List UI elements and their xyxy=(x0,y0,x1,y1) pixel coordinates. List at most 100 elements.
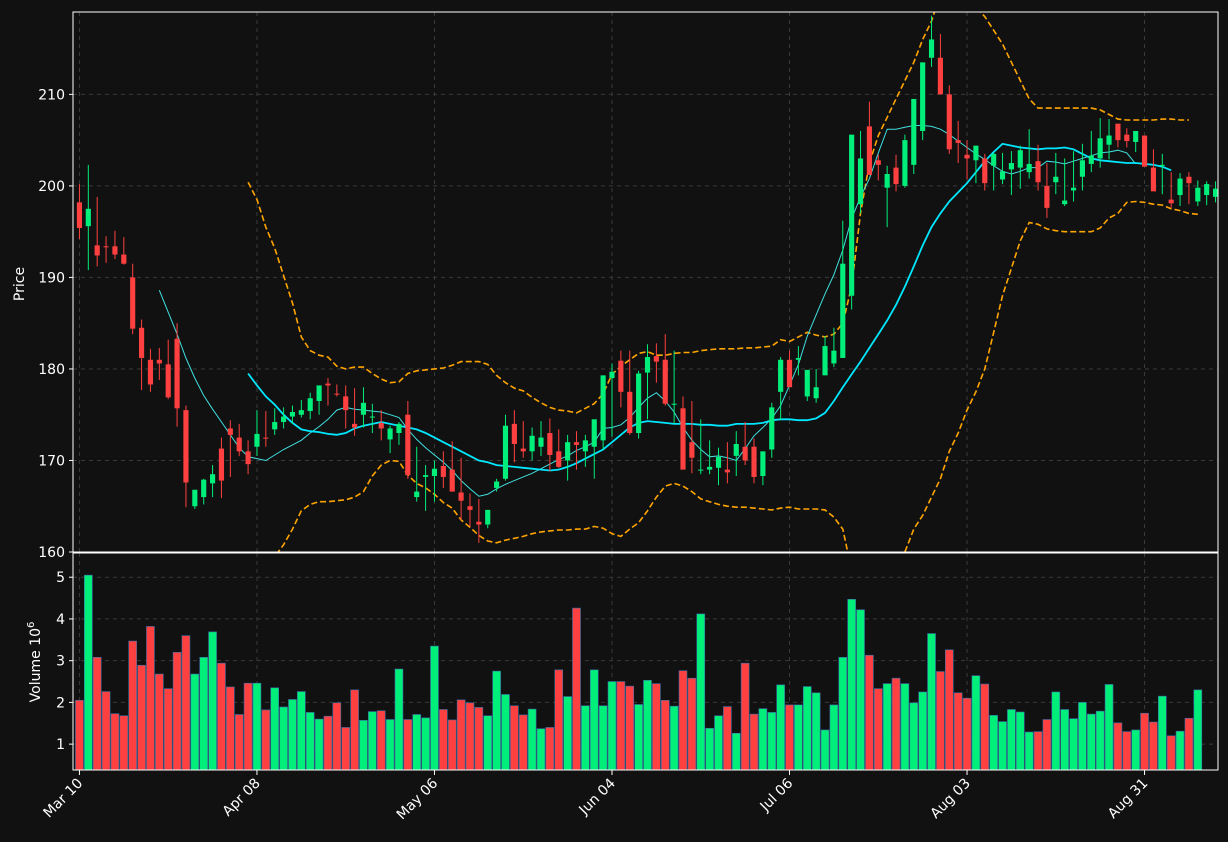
volume-bar xyxy=(767,712,777,771)
volume-bar xyxy=(527,708,537,771)
volume-bar xyxy=(1166,735,1176,771)
volume-bar xyxy=(1184,717,1194,771)
volume-bar xyxy=(1024,731,1034,771)
candle-body xyxy=(316,385,322,401)
candle-body xyxy=(822,346,828,376)
candle-body xyxy=(76,202,83,228)
candle-body xyxy=(378,422,384,429)
volume-bar xyxy=(794,704,803,771)
candle-body xyxy=(112,246,118,255)
volume-bar xyxy=(439,709,448,771)
candle-body xyxy=(636,373,642,434)
volume-bar xyxy=(625,685,635,771)
volume-bar xyxy=(785,704,794,771)
candle-body xyxy=(671,403,677,405)
candle-body xyxy=(565,442,571,461)
price-panel-frame xyxy=(72,11,1219,553)
candle-body xyxy=(1097,138,1103,159)
volume-bar xyxy=(1069,718,1078,771)
volume-bar xyxy=(669,705,679,771)
volume-bar xyxy=(146,626,155,771)
volume-bar xyxy=(430,645,439,771)
volume-bar xyxy=(394,668,404,771)
volume-bar xyxy=(856,609,865,771)
volume-tick-label: 4 xyxy=(56,612,65,628)
volume-bar xyxy=(456,699,466,771)
volume-bar xyxy=(323,715,333,771)
candle-body xyxy=(520,448,526,452)
candle-body xyxy=(360,402,367,415)
candle-body xyxy=(955,140,961,143)
candle-body xyxy=(538,437,544,447)
candle-body xyxy=(476,521,482,525)
volume-bar xyxy=(1015,711,1025,771)
upper-band-line xyxy=(247,12,1189,414)
candle-body xyxy=(210,474,216,484)
volume-bar xyxy=(643,679,652,771)
volume-bar xyxy=(696,613,706,771)
volume-bar xyxy=(368,711,377,771)
volume-bar xyxy=(536,728,546,771)
candle-body xyxy=(769,407,775,450)
candle-body xyxy=(183,410,189,483)
volume-bar xyxy=(971,675,981,771)
volume-bar xyxy=(1087,713,1096,771)
candle-body xyxy=(875,160,881,165)
candle-body xyxy=(1035,161,1041,183)
candle-body xyxy=(1159,164,1165,166)
candle-body xyxy=(698,469,704,471)
candle-body xyxy=(1168,199,1174,204)
candle-body xyxy=(352,423,358,428)
candle-body xyxy=(218,448,225,481)
candle-body xyxy=(245,451,251,465)
volume-bar xyxy=(554,669,564,771)
candle-body xyxy=(689,442,695,458)
volume-bar xyxy=(199,657,208,771)
volume-bar xyxy=(581,705,590,771)
volume-tick-label: 5 xyxy=(56,570,65,586)
candle-body xyxy=(254,433,260,447)
candle-body xyxy=(440,465,446,477)
volume-bar xyxy=(163,688,173,771)
candle-body xyxy=(1115,123,1121,141)
volume-bar xyxy=(332,702,342,771)
volume-bar xyxy=(1113,722,1123,771)
candle-body xyxy=(547,433,553,455)
candle-body xyxy=(263,437,269,439)
candle-body xyxy=(1195,187,1201,202)
volume-bar xyxy=(84,574,93,771)
volume-bar xyxy=(518,714,528,771)
volume-bar xyxy=(1149,721,1158,771)
volume-bar xyxy=(865,654,874,771)
candle-body xyxy=(1133,130,1139,142)
volume-bar xyxy=(1095,710,1105,771)
candle-body xyxy=(449,469,455,492)
candle-body xyxy=(1026,163,1032,173)
volume-axis-exponent: 6 xyxy=(26,622,37,628)
candle-body xyxy=(369,416,375,418)
candle-body xyxy=(156,359,162,364)
candlesticks xyxy=(76,15,1218,543)
candle-body xyxy=(795,357,801,360)
candle-body xyxy=(813,387,819,399)
candle-body xyxy=(982,158,988,184)
volume-bar xyxy=(989,715,998,771)
candle-body xyxy=(920,62,926,131)
candle-body xyxy=(511,423,517,444)
volume-bar xyxy=(92,657,102,771)
candle-body xyxy=(928,39,935,58)
candle-body xyxy=(334,393,340,395)
volume-bar xyxy=(1140,712,1149,771)
volume-bar xyxy=(155,673,164,771)
volume-bar xyxy=(607,681,617,771)
candle-body xyxy=(174,338,180,409)
candle-body xyxy=(423,475,429,477)
candle-body xyxy=(272,422,278,430)
candle-body xyxy=(138,327,145,358)
candle-body xyxy=(1079,160,1085,177)
candle-body xyxy=(609,371,615,379)
volume-bar xyxy=(341,727,351,771)
volume-bar xyxy=(305,712,315,771)
volume-bar xyxy=(811,692,821,771)
